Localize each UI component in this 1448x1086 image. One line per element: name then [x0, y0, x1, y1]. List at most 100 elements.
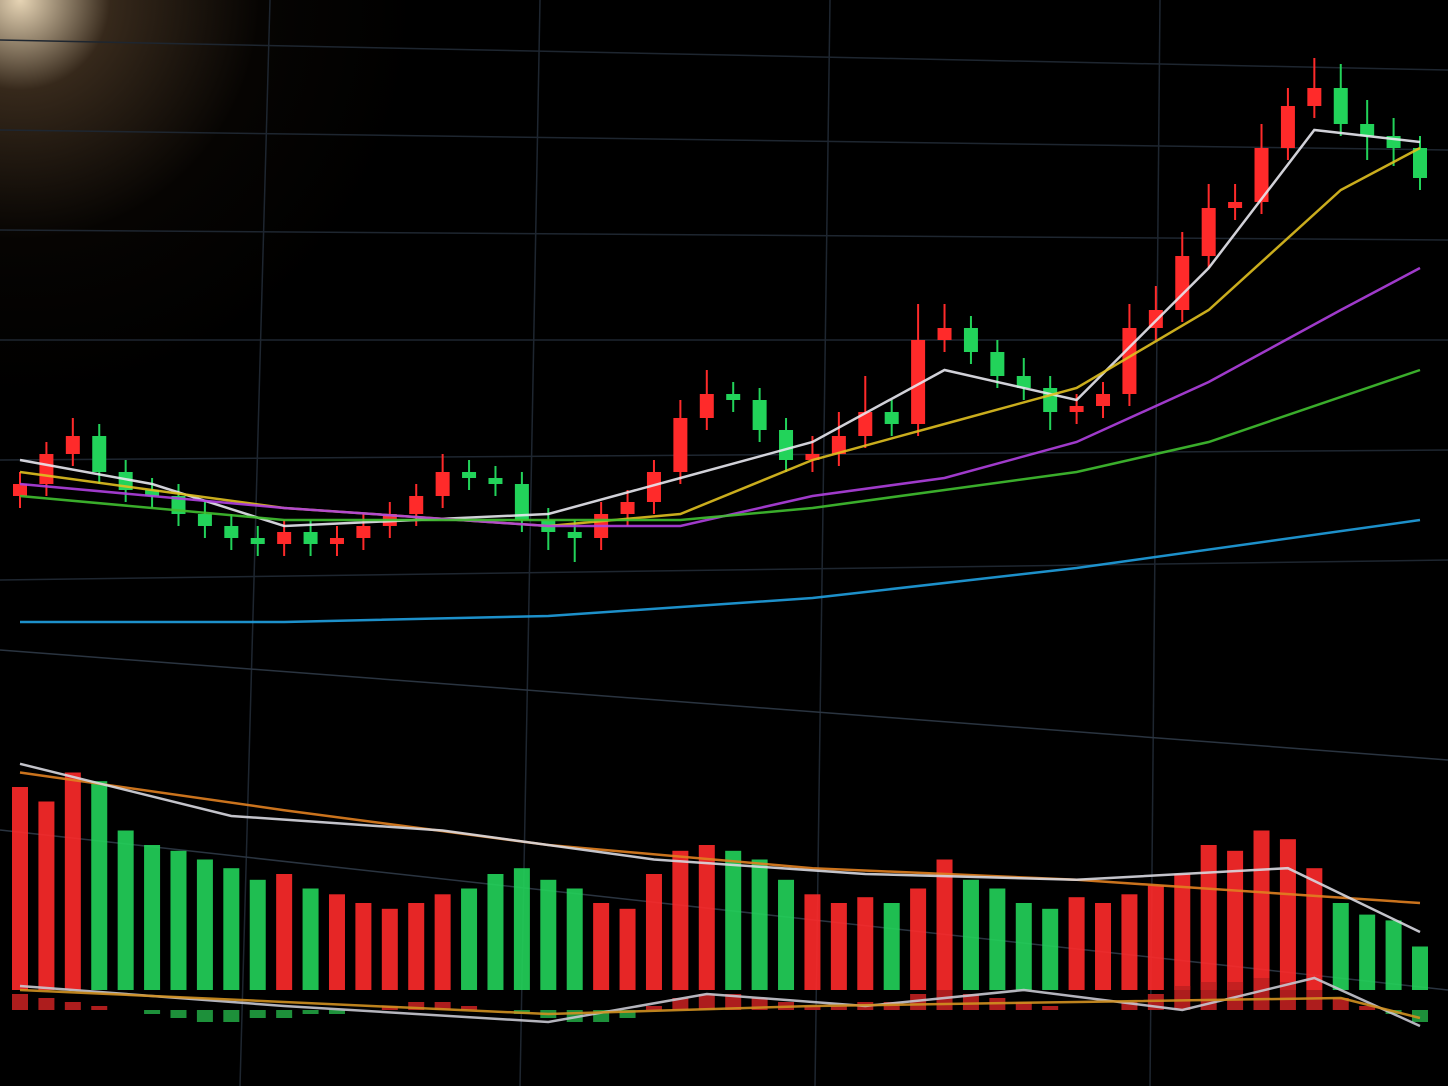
- candle-body: [990, 352, 1005, 376]
- bar: [857, 897, 874, 990]
- bar: [1068, 897, 1085, 990]
- candle-body: [673, 418, 688, 472]
- bar: [91, 1006, 108, 1010]
- candle-body: [197, 514, 212, 526]
- candle-body: [620, 502, 635, 514]
- candle-body: [1413, 148, 1427, 178]
- bar: [1253, 830, 1270, 990]
- average-line: [19, 771, 1421, 905]
- bar: [196, 1010, 213, 1022]
- average-line: [19, 988, 1421, 1020]
- candle-body: [726, 394, 741, 400]
- candle-body: [1254, 148, 1269, 202]
- bar: [540, 879, 557, 990]
- candle-body: [1228, 202, 1243, 208]
- bar: [1121, 894, 1138, 990]
- bar: [1121, 1002, 1138, 1010]
- average-line: [19, 128, 1421, 528]
- bar: [381, 908, 398, 990]
- candle-body: [858, 412, 873, 436]
- candle-body: [1333, 88, 1348, 124]
- candle-body: [1096, 394, 1111, 406]
- bar: [434, 894, 451, 990]
- candle-body: [1307, 88, 1322, 106]
- bar: [487, 874, 504, 990]
- candle-body: [435, 472, 450, 496]
- candle-body: [646, 472, 661, 502]
- candle-body: [462, 472, 477, 478]
- candle-body: [303, 532, 318, 544]
- candle-body: [145, 490, 160, 496]
- candle-body: [1069, 406, 1084, 412]
- bar: [144, 845, 161, 990]
- bar: [1385, 920, 1402, 990]
- bar: [328, 1010, 345, 1014]
- bar: [619, 908, 636, 990]
- bar: [461, 1006, 478, 1010]
- bar: [804, 894, 821, 990]
- candle-body: [567, 532, 582, 538]
- bar: [1332, 903, 1349, 990]
- bar: [1306, 990, 1323, 1010]
- bar: [1332, 998, 1349, 1010]
- bar: [64, 772, 81, 990]
- bar: [1279, 839, 1296, 990]
- bar: [698, 994, 715, 1010]
- bar: [619, 1010, 636, 1018]
- bar: [276, 874, 293, 990]
- bar: [1042, 908, 1059, 990]
- bar: [355, 903, 372, 990]
- bar: [1095, 903, 1112, 990]
- candle-body: [277, 532, 292, 544]
- bar: [1147, 885, 1164, 990]
- bar: [144, 1010, 161, 1014]
- bar: [1279, 982, 1296, 1010]
- bar: [170, 1010, 187, 1018]
- candle-body: [1016, 376, 1031, 388]
- candle-body: [409, 496, 424, 514]
- candle-body: [1280, 106, 1295, 148]
- bar: [989, 888, 1006, 990]
- bar: [302, 1010, 319, 1014]
- average-line: [19, 762, 1421, 934]
- bar: [725, 994, 742, 1010]
- bar: [170, 850, 187, 990]
- bar: [804, 1006, 821, 1010]
- candle-body: [805, 454, 820, 460]
- bar: [461, 888, 478, 990]
- bar: [778, 879, 795, 990]
- candle-body: [1360, 124, 1375, 136]
- bar: [1359, 914, 1376, 990]
- bar: [910, 994, 927, 1010]
- bar: [1200, 845, 1217, 990]
- bar: [1359, 1006, 1376, 1010]
- bar: [672, 850, 689, 990]
- candle-body: [488, 478, 503, 484]
- bar: [302, 888, 319, 990]
- bar: [698, 845, 715, 990]
- candle-body: [514, 484, 529, 520]
- bar: [593, 903, 610, 990]
- bar: [408, 1002, 425, 1010]
- bar: [249, 879, 266, 990]
- average-line: [19, 368, 1421, 522]
- bar: [1015, 1002, 1032, 1010]
- bar: [962, 879, 979, 990]
- bar: [117, 830, 134, 990]
- candle-body: [356, 526, 371, 538]
- bar: [1253, 978, 1270, 1010]
- bar: [64, 1002, 81, 1010]
- bar: [328, 894, 345, 990]
- bar: [1412, 946, 1428, 990]
- candle-body: [963, 328, 978, 352]
- candle-body: [831, 436, 846, 454]
- bar: [936, 859, 953, 990]
- bar: [38, 801, 55, 990]
- bar: [936, 990, 953, 1010]
- average-line: [20, 518, 1421, 624]
- candle-body: [937, 328, 952, 340]
- bar: [910, 888, 927, 990]
- bar: [830, 1006, 847, 1010]
- bar: [91, 781, 108, 990]
